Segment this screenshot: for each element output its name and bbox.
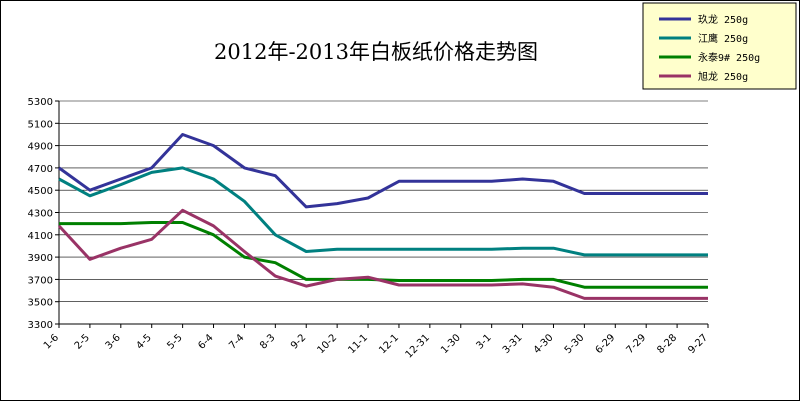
x-tick-label: 6-29 bbox=[594, 332, 618, 356]
x-tick-label: 7-4 bbox=[227, 332, 246, 351]
x-tick-label: 7-29 bbox=[624, 332, 648, 356]
legend-label: 永泰9# 250g bbox=[698, 51, 760, 64]
x-tick-label: 5-5 bbox=[165, 332, 184, 351]
series-line-4 bbox=[57, 208, 708, 300]
series-line-2 bbox=[58, 166, 708, 257]
x-tick-label: 8-3 bbox=[258, 332, 277, 351]
x-tick-label: 1-30 bbox=[439, 332, 463, 356]
x-tick-label: 10-2 bbox=[315, 332, 339, 356]
y-axis-ticks: 3300 3500 3700 3900 4100 4300 4500 4700 4900 5100… bbox=[28, 97, 59, 331]
legend-items: 玖龙 250g 江鹰 250g 永泰9# 250g 旭龙 250g bbox=[659, 13, 760, 83]
legend-label: 玖龙 250g bbox=[698, 13, 748, 26]
x-tick-label: 1-6 bbox=[42, 332, 61, 351]
legend-label: 江鹰 250g bbox=[698, 32, 748, 45]
x-tick-label: 3-31 bbox=[501, 332, 525, 356]
y-tick-label: 5300 bbox=[28, 97, 53, 108]
y-tick-label: 4300 bbox=[28, 209, 53, 220]
x-tick-label: 6-4 bbox=[196, 332, 215, 351]
chart-title: 2012年-2013年白板纸价格走势图 bbox=[214, 40, 538, 64]
x-tick-label: 9-2 bbox=[289, 332, 308, 351]
x-tick-label: 11-1 bbox=[346, 332, 370, 356]
y-tick-label: 4900 bbox=[28, 142, 53, 153]
x-tick-label: 12-1 bbox=[377, 332, 401, 356]
x-tick-label: 2-5 bbox=[73, 332, 92, 351]
x-tick-label: 12-31 bbox=[404, 332, 432, 360]
series-lines bbox=[57, 133, 708, 300]
y-tick-label: 3300 bbox=[28, 320, 53, 331]
x-tick-label: 9-27 bbox=[686, 332, 710, 356]
legend-label: 旭龙 250g bbox=[698, 70, 748, 83]
y-tick-label: 3700 bbox=[28, 275, 53, 286]
x-tick-label: 3-1 bbox=[474, 332, 493, 351]
y-tick-label: 4100 bbox=[28, 231, 53, 242]
y-tick-label: 4700 bbox=[28, 164, 53, 175]
y-tick-label: 4500 bbox=[28, 186, 53, 197]
x-tick-label: 4-5 bbox=[135, 332, 154, 351]
legend: 玖龙 250g 江鹰 250g 永泰9# 250g 旭龙 250g bbox=[642, 2, 797, 90]
y-tick-label: 3900 bbox=[28, 253, 53, 264]
series-line-1 bbox=[58, 133, 708, 209]
x-tick-label: 3-6 bbox=[104, 332, 123, 351]
x-tick-label: 8-28 bbox=[655, 332, 679, 356]
x-tick-label: 5-30 bbox=[563, 332, 587, 356]
x-tick-label: 4-30 bbox=[532, 332, 556, 356]
gridlines bbox=[59, 100, 708, 303]
y-tick-label: 3500 bbox=[28, 298, 53, 309]
x-axis-ticks: 1-6 2-5 3-6 4-5 5-5 6-4 7-4 8-3 9-2 10-2 11-1 12-1 1… bbox=[42, 324, 710, 361]
y-tick-label: 5100 bbox=[28, 119, 53, 130]
